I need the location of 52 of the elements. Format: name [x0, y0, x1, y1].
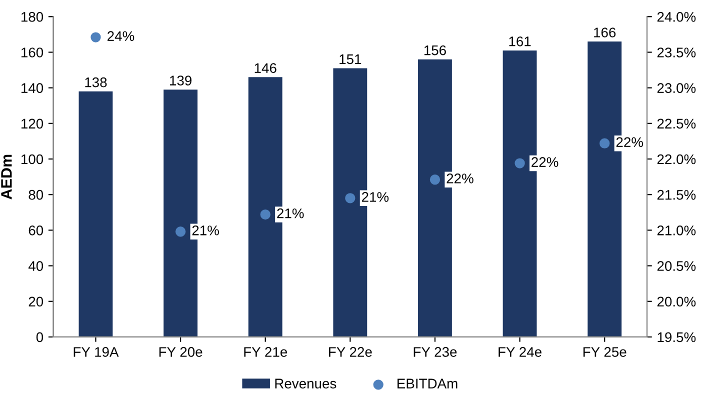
- legend-label: EBITDAm: [398, 378, 458, 388]
- data-label: 22%: [616, 137, 644, 148]
- data-label: 21%: [277, 208, 304, 218]
- y-tick-label: 140: [21, 83, 44, 93]
- y-tick-label: 60: [28, 226, 44, 236]
- data-label: 21%: [362, 192, 389, 202]
- data-label: 138: [85, 77, 107, 88]
- y-tick-label: 40: [28, 261, 44, 271]
- y2-tick-label: 20.5%: [657, 261, 696, 271]
- y2-tick-label: 23.5%: [657, 48, 696, 58]
- x-tick-label: FY 19A: [74, 347, 119, 357]
- y-tick-label: 160: [21, 48, 44, 58]
- x-tick-label: FY 25e: [583, 347, 626, 357]
- bar: [78, 91, 113, 337]
- y2-tick-label: 22.0%: [657, 154, 696, 164]
- y2-tick-label: 21.0%: [657, 226, 696, 236]
- x-tick-label: FY 21e: [244, 347, 288, 357]
- point: [90, 32, 101, 42]
- point: [260, 209, 270, 220]
- x-tick-label: FY 22e: [329, 347, 372, 357]
- point: [430, 174, 440, 185]
- data-label: 139: [170, 76, 192, 86]
- y-tick-label: 180: [21, 12, 44, 22]
- y2-tick-label: 19.5%: [658, 332, 696, 342]
- y-tick-label: 0: [36, 332, 44, 342]
- x-tick-label: FY 20e: [159, 347, 202, 357]
- data-label: 146: [254, 63, 276, 74]
- point: [175, 226, 186, 237]
- data-label: 22%: [446, 174, 474, 184]
- data-label: 22%: [532, 157, 558, 167]
- y-axis-title: AEDm: [1, 154, 12, 200]
- legend-label: Revenues: [275, 378, 336, 388]
- y2-tick-label: 20.0%: [657, 296, 696, 307]
- y2-tick-label: 22.5%: [657, 118, 696, 129]
- point: [345, 193, 356, 204]
- data-label: 161: [509, 36, 531, 46]
- y-tick-label: 100: [21, 154, 44, 164]
- data-label: 21%: [192, 226, 219, 236]
- y-tick-label: 20: [28, 296, 44, 307]
- y-tick-label: 120: [21, 118, 44, 129]
- data-label: 156: [424, 45, 446, 56]
- point: [514, 158, 525, 168]
- y2-tick-label: 24.0%: [657, 12, 696, 22]
- data-label: 151: [340, 54, 362, 64]
- point: [600, 138, 610, 148]
- y-tick-label: 80: [28, 190, 44, 200]
- x-tick-label: FY 24e: [498, 347, 542, 357]
- y2-tick-label: 21.5%: [657, 190, 696, 200]
- data-label: 24%: [108, 31, 134, 41]
- x-tick-label: FY 23e: [414, 347, 457, 357]
- y2-tick-label: 23.0%: [657, 83, 696, 93]
- data-label: 166: [594, 28, 616, 38]
